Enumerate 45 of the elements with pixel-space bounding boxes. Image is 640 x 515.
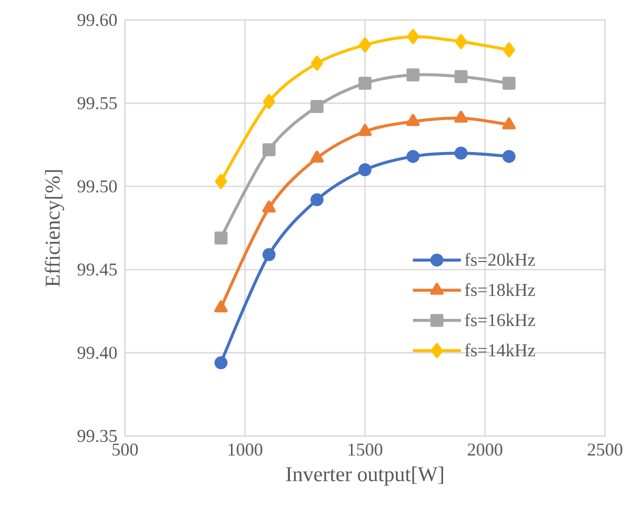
x-axis-title: Inverter output[W]: [286, 466, 444, 486]
point: [262, 200, 276, 213]
x-tick-label: 1000: [228, 444, 262, 456]
point: [359, 37, 371, 52]
x-tick-label: 500: [112, 444, 138, 456]
point: [406, 150, 420, 163]
point: [455, 34, 468, 50]
point: [502, 76, 516, 90]
point: [503, 42, 515, 58]
point: [502, 117, 516, 130]
x-tick-label: 1500: [348, 444, 382, 456]
point: [263, 94, 275, 110]
legend-label: fs=20kHz: [464, 253, 536, 266]
point: [262, 143, 276, 156]
x-tick-label: 2000: [468, 444, 502, 456]
point: [358, 124, 372, 136]
point: [406, 114, 420, 126]
x-tick-label: 2500: [588, 444, 622, 456]
y-tick-label: 99.40: [78, 346, 117, 359]
y-tick-label: 99.55: [78, 97, 117, 110]
point: [214, 231, 228, 244]
point: [262, 248, 276, 262]
point: [214, 300, 228, 312]
point: [358, 76, 372, 90]
point: [407, 29, 419, 44]
point: [406, 68, 420, 82]
point: [310, 100, 324, 114]
point: [215, 174, 228, 189]
y-tick-label: 99.60: [78, 14, 117, 26]
point: [311, 56, 323, 71]
point: [502, 150, 516, 163]
y-tick-label: 99.50: [78, 180, 117, 193]
point: [358, 163, 372, 176]
point: [454, 146, 468, 160]
point: [454, 110, 468, 123]
point: [310, 193, 324, 206]
legend-label: fs=14kHz: [464, 344, 536, 356]
y-tick-label: 99.45: [78, 264, 117, 276]
y-axis-title: Efficiency[%]: [44, 170, 64, 287]
point: [454, 70, 468, 84]
y-tick-label: 99.35: [78, 430, 117, 442]
legend-label: fs=18kHz: [464, 283, 536, 296]
point: [214, 356, 228, 370]
legend-label: fs=16kHz: [464, 313, 536, 326]
point: [310, 150, 324, 163]
